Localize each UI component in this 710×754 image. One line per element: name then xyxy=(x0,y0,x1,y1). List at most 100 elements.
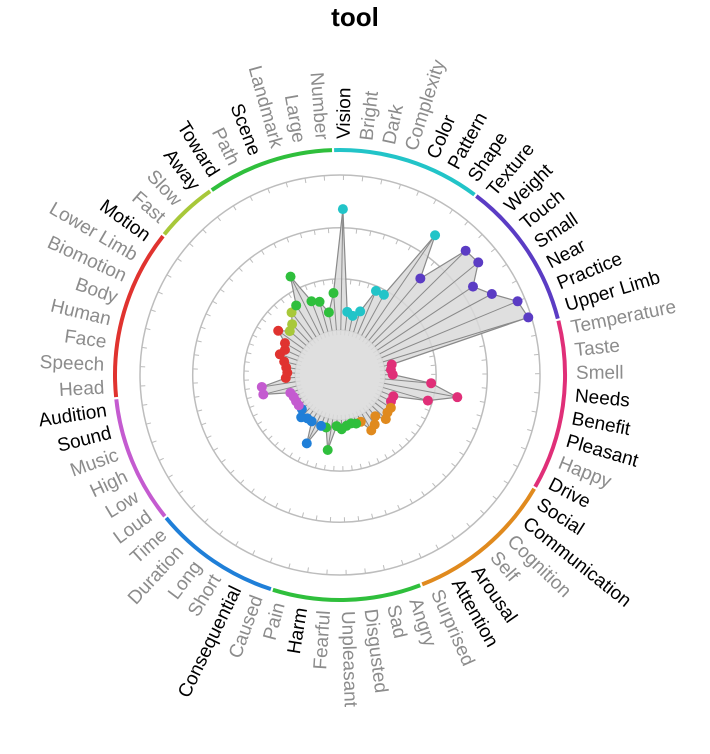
tick xyxy=(299,233,303,239)
tick xyxy=(166,274,172,278)
point-large xyxy=(323,307,334,318)
tick xyxy=(527,429,533,432)
tick xyxy=(364,568,366,574)
spoke-number xyxy=(332,293,337,331)
tick xyxy=(382,234,386,240)
tick xyxy=(502,263,507,268)
point-small xyxy=(467,281,478,292)
spoke-pleasant xyxy=(383,387,428,402)
point-color xyxy=(370,285,381,296)
tick xyxy=(371,513,374,519)
tick xyxy=(146,422,152,425)
data-points xyxy=(256,204,534,455)
tick xyxy=(466,439,472,444)
tick xyxy=(269,557,273,563)
label-head: Head xyxy=(58,378,105,401)
tick xyxy=(471,427,477,431)
spoke-weight xyxy=(371,250,467,344)
tick xyxy=(252,334,258,338)
spoke-small xyxy=(377,286,474,351)
label-bright: Bright xyxy=(356,89,383,141)
tick xyxy=(430,364,436,367)
tick xyxy=(177,258,182,262)
tick xyxy=(531,410,537,413)
tick xyxy=(301,512,305,518)
data-spokes xyxy=(261,209,529,451)
spoke-motion xyxy=(277,330,304,350)
tick xyxy=(513,464,518,468)
tick xyxy=(433,199,437,205)
label-unpleasant: Unpleasant xyxy=(337,611,361,708)
point-weight xyxy=(460,245,471,256)
tick xyxy=(478,233,483,239)
tick xyxy=(240,479,245,484)
label-speech: Speech xyxy=(39,352,104,376)
tick xyxy=(424,408,430,412)
tick xyxy=(205,313,211,317)
tick xyxy=(249,196,253,202)
tick xyxy=(314,462,318,469)
tick xyxy=(204,518,209,523)
tick xyxy=(384,454,388,459)
tick xyxy=(178,490,184,495)
spoke-color xyxy=(357,290,377,334)
tick xyxy=(405,437,410,443)
tick xyxy=(206,435,212,439)
tick xyxy=(246,352,252,355)
tick xyxy=(145,327,151,331)
tick xyxy=(261,250,265,255)
tick xyxy=(244,361,250,363)
tick xyxy=(520,446,526,450)
label-taste: Taste xyxy=(574,335,621,361)
tick xyxy=(376,458,380,464)
tick xyxy=(398,184,402,190)
label-face: Face xyxy=(63,326,108,353)
point-lower-limb xyxy=(279,338,290,349)
tick xyxy=(480,509,485,515)
tick xyxy=(397,504,401,510)
tick xyxy=(288,293,292,299)
point-benefit xyxy=(452,392,463,403)
tick xyxy=(281,447,286,453)
tick xyxy=(391,449,396,455)
tick xyxy=(323,464,326,470)
tick xyxy=(150,309,156,312)
label-needs: Needs xyxy=(574,386,631,412)
tick xyxy=(451,534,456,540)
spoke-landmark xyxy=(319,301,329,332)
tick xyxy=(367,283,370,289)
tick xyxy=(212,300,218,305)
spoke-path xyxy=(290,276,321,336)
tick xyxy=(141,346,147,349)
label-smell: Smell xyxy=(576,363,624,384)
label-vision: Vision xyxy=(334,87,356,139)
tick xyxy=(432,482,437,488)
tick xyxy=(430,261,435,266)
tick xyxy=(232,205,237,211)
tick xyxy=(420,416,426,420)
tick xyxy=(273,243,277,249)
label-number: Number xyxy=(305,72,331,142)
tick xyxy=(249,405,255,408)
point-vision xyxy=(337,204,348,215)
tick xyxy=(533,353,539,356)
point-consequential xyxy=(301,438,312,449)
tick xyxy=(246,396,252,400)
tick xyxy=(490,248,496,253)
tick xyxy=(398,443,403,449)
tick xyxy=(401,559,404,565)
tick xyxy=(213,447,219,451)
tick xyxy=(304,285,308,291)
point-pattern xyxy=(378,289,389,300)
point-texture xyxy=(415,273,426,284)
point-motion xyxy=(273,325,284,336)
tick xyxy=(313,229,316,235)
arc-body xyxy=(113,234,165,398)
point-complexity xyxy=(355,306,366,317)
spoke-texture xyxy=(368,278,421,341)
tick xyxy=(492,495,498,500)
spoke-audition xyxy=(261,381,296,388)
point-audition xyxy=(256,381,267,392)
tick xyxy=(358,280,361,286)
tick xyxy=(464,220,469,226)
